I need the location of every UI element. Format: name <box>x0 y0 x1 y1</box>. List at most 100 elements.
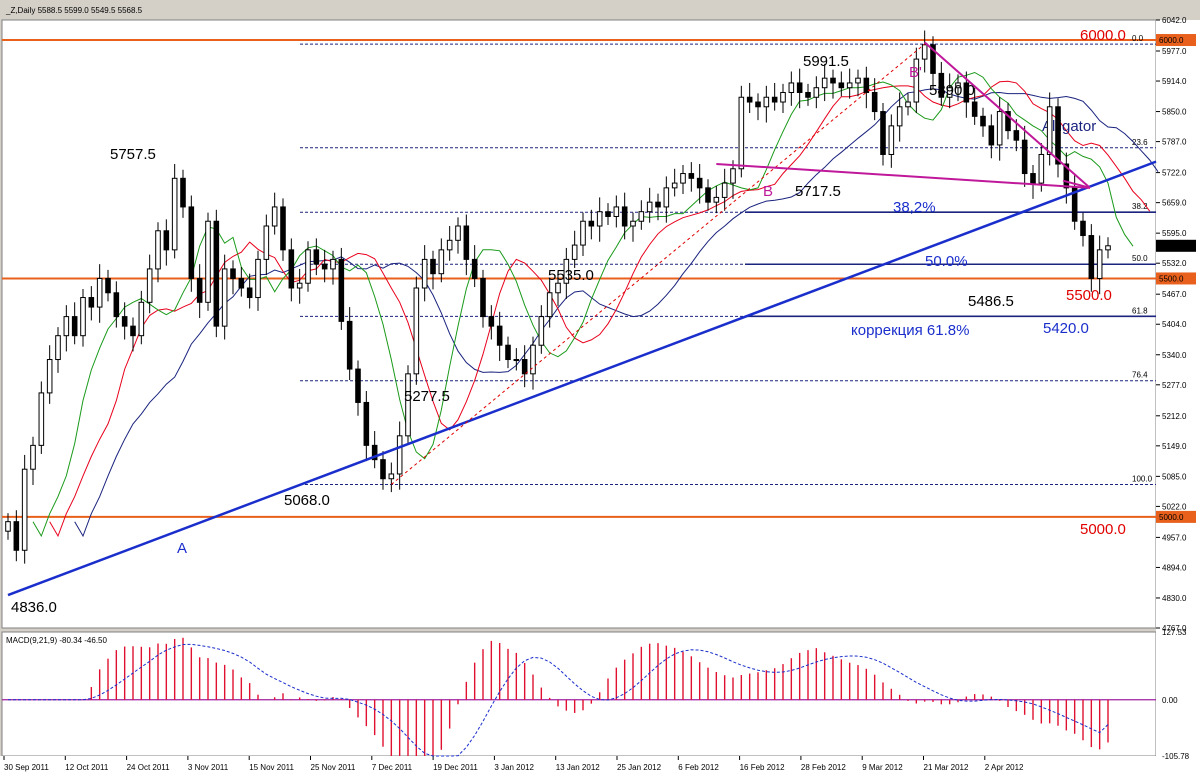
candle-body <box>80 297 86 337</box>
x-tick-label: 3 Jan 2012 <box>494 763 534 772</box>
candle-body <box>796 82 803 93</box>
candle-body <box>505 344 511 361</box>
candle-body <box>471 258 478 279</box>
macd-y-tick-label: -105.78 <box>1162 752 1190 761</box>
x-tick-label: 6 Feb 2012 <box>678 763 719 772</box>
candle-body <box>263 225 270 260</box>
candle-body <box>413 287 420 375</box>
level-price-box <box>1156 34 1196 47</box>
y-tick-label: 4767.0 <box>1162 624 1187 633</box>
candle-body <box>1080 220 1086 237</box>
candle-body <box>971 101 978 117</box>
candle-body <box>1088 235 1095 279</box>
candle-body <box>855 77 861 84</box>
candle-body <box>313 249 320 265</box>
candle-body <box>888 125 895 155</box>
candle-body <box>496 325 503 346</box>
candle-body <box>55 335 61 361</box>
candle-body <box>871 91 878 113</box>
fib-level-label: 38.2 <box>1132 202 1148 211</box>
candle-body <box>921 44 928 60</box>
candle-body <box>688 173 695 179</box>
candle-body <box>1046 106 1053 155</box>
y-tick-label: 5467.0 <box>1162 290 1187 299</box>
candle-body <box>913 58 920 103</box>
candle-body <box>463 225 470 260</box>
candle-body <box>205 220 211 303</box>
candle-body <box>780 91 786 103</box>
candle-body <box>746 96 753 103</box>
price-axis-strip <box>1156 20 1200 756</box>
y-tick-label: 5532.0 <box>1162 259 1187 268</box>
candle-body <box>821 77 828 89</box>
candle-body <box>488 316 495 327</box>
candle-body <box>388 473 395 480</box>
candle-body <box>938 72 945 98</box>
candle-body <box>738 96 745 170</box>
candle-body <box>438 249 445 275</box>
candle-body <box>296 282 303 289</box>
candle-body <box>271 206 278 227</box>
candle-body <box>596 211 603 227</box>
candle-body <box>538 316 545 346</box>
x-tick-label: 25 Nov 2011 <box>311 763 356 772</box>
candle-body <box>305 249 311 284</box>
pattern-label-b-prime: B' <box>909 64 922 81</box>
candle-body <box>1021 139 1028 175</box>
candle-body <box>446 239 453 251</box>
candle-body <box>680 173 686 184</box>
level-label-5500: 5500.0 <box>1066 287 1112 304</box>
candle-body <box>1013 130 1020 141</box>
x-tick-label: 13 Jan 2012 <box>556 763 601 772</box>
x-tick-label: 9 Mar 2012 <box>862 763 903 772</box>
candle-body <box>280 206 286 251</box>
y-tick-label: 5659.0 <box>1162 199 1187 208</box>
candle-body <box>771 96 778 103</box>
candle-body <box>863 77 870 93</box>
candle-body <box>805 91 811 98</box>
y-tick-label: 5149.0 <box>1162 442 1187 451</box>
candle-body <box>630 220 636 227</box>
candle-body <box>130 325 136 337</box>
x-tick-label: 21 Mar 2012 <box>924 763 969 772</box>
macd-y-tick-label: 0.00 <box>1162 696 1178 705</box>
x-tick-label: 19 Dec 2011 <box>433 763 478 772</box>
macd-panel <box>1 631 1157 757</box>
candle-body <box>330 258 336 270</box>
price-panel <box>1 19 1157 629</box>
candle-body <box>363 401 370 446</box>
price-point-5420: 5420.0 <box>1043 320 1089 337</box>
candle-body <box>930 44 936 74</box>
correction-label: коррекция 61.8% <box>851 322 969 339</box>
candle-body <box>355 368 361 403</box>
level-price-box <box>1156 510 1196 523</box>
candle-body <box>371 444 378 461</box>
candle-body <box>880 111 886 155</box>
candle-body <box>613 206 620 217</box>
y-tick-label: 5085.0 <box>1162 472 1187 481</box>
fib-level-label: 76.4 <box>1132 371 1148 380</box>
candle-body <box>380 459 386 480</box>
candle-body <box>180 177 186 208</box>
candle-body <box>421 258 428 289</box>
candle-body <box>288 249 295 289</box>
candle-body <box>996 111 1003 146</box>
candle-body <box>713 196 720 203</box>
date-axis-strip <box>0 756 1200 776</box>
y-tick-label: 5022.0 <box>1162 502 1187 511</box>
candle-body <box>71 316 78 337</box>
level-price-label: 5000.0 <box>1159 513 1184 522</box>
x-tick-label: 2 Apr 2012 <box>985 763 1024 772</box>
candle-body <box>1055 106 1061 165</box>
candle-body <box>38 392 45 446</box>
candle-body <box>580 220 586 246</box>
current-price-box <box>1156 239 1196 252</box>
candle-body <box>1096 249 1103 279</box>
x-tick-label: 28 Feb 2012 <box>801 763 846 772</box>
y-tick-label: 5595.0 <box>1162 229 1187 238</box>
candle-body <box>213 220 220 327</box>
candle-body <box>121 316 128 327</box>
x-tick-label: 16 Feb 2012 <box>740 763 785 772</box>
y-tick-label: 5977.0 <box>1162 47 1187 56</box>
